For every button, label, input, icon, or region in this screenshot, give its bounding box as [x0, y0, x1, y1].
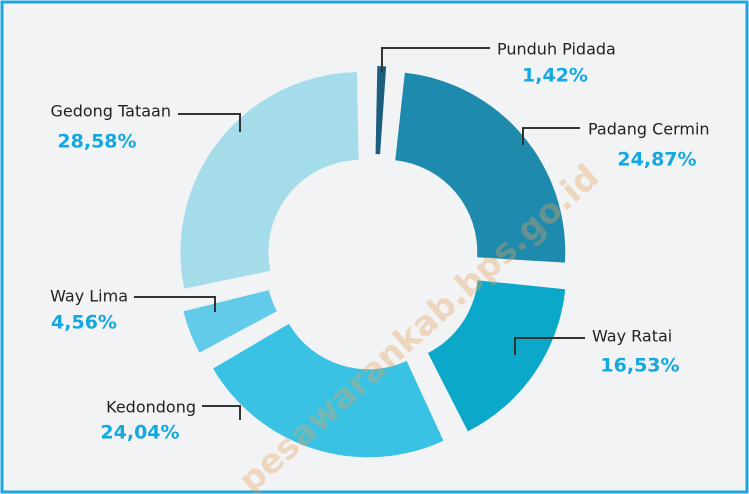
category-label: Padang Cermin — [588, 120, 710, 139]
category-label: Kedondong — [106, 398, 196, 417]
leader-line — [178, 113, 241, 132]
value-label: 16,53% — [600, 355, 679, 377]
slice — [183, 290, 277, 353]
value-label: 24,87% — [617, 149, 696, 171]
value-label: 4,56% — [51, 312, 117, 334]
leader-line — [202, 405, 241, 420]
category-label: Gedong Tataan — [50, 102, 171, 121]
leader-line — [134, 296, 216, 312]
slice — [180, 72, 359, 289]
slice — [213, 323, 444, 458]
slices — [180, 66, 566, 458]
slice — [427, 280, 566, 432]
value-label: 28,58% — [57, 131, 136, 153]
slice — [375, 66, 387, 155]
leader-line — [514, 337, 585, 355]
slice — [395, 72, 566, 263]
category-label: Punduh Pidada — [497, 40, 616, 59]
category-label: Way Lima — [50, 287, 128, 306]
leader-line — [522, 127, 580, 145]
leader-line — [381, 47, 490, 72]
value-label: 24,04% — [100, 422, 179, 444]
labels: Punduh Pidada 1,42% Padang Cermin 24,87% Way… — [50, 40, 709, 444]
category-label: Way Ratai — [592, 327, 672, 346]
value-label: 1,42% — [522, 65, 588, 87]
